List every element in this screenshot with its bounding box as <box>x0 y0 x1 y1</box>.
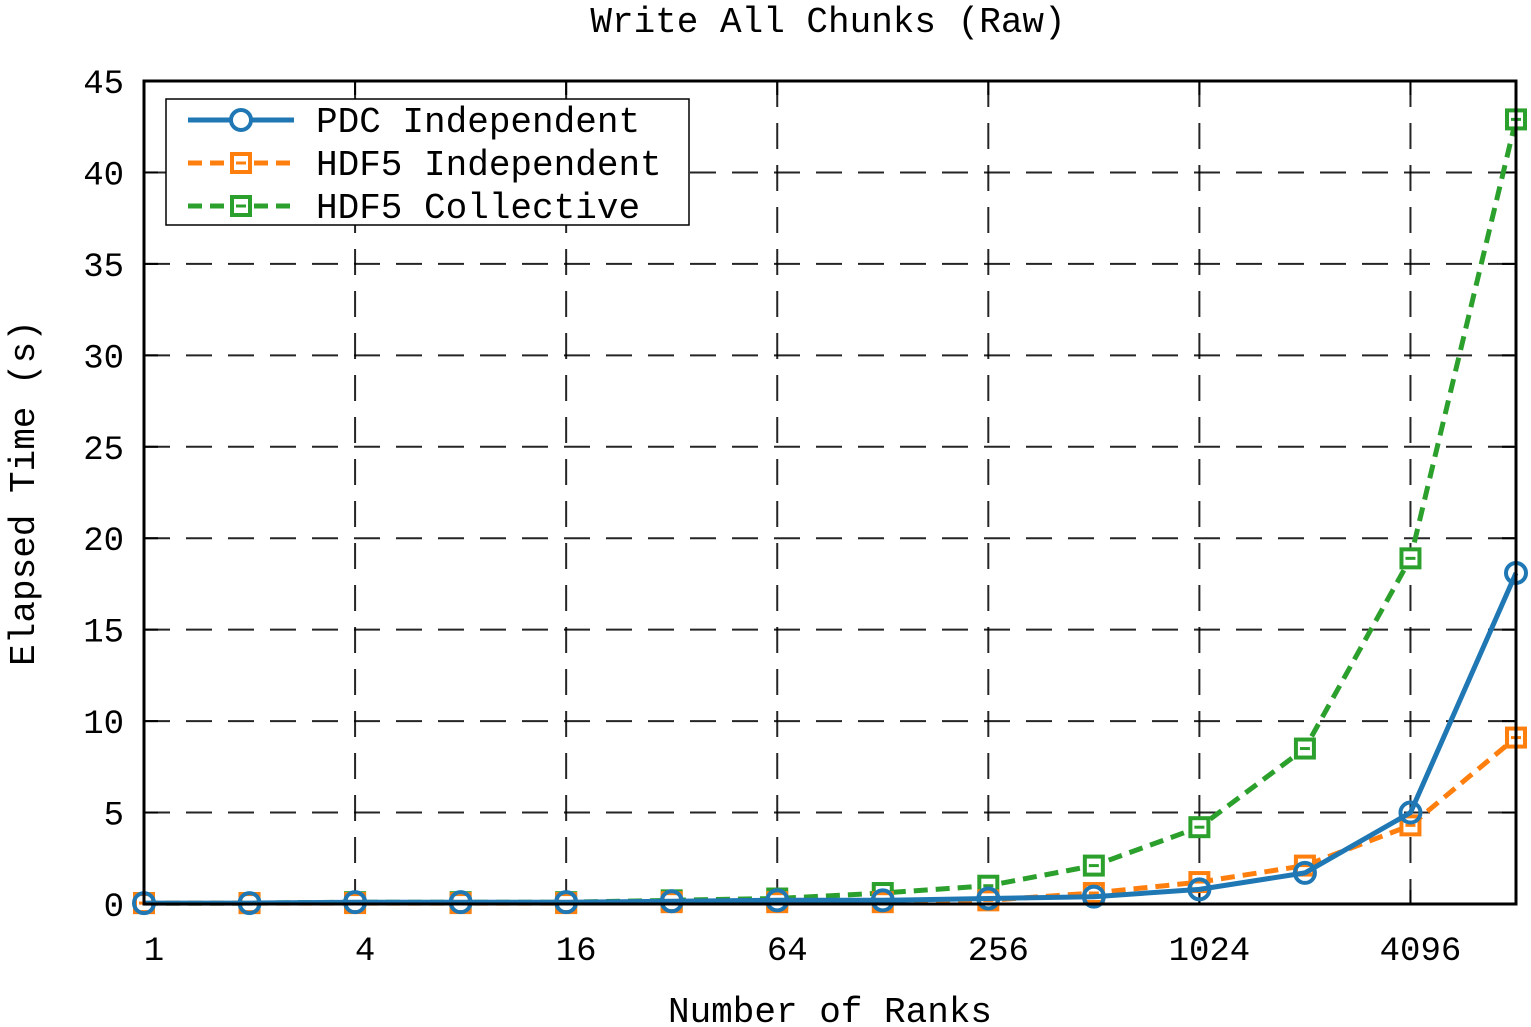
data-point <box>343 890 368 915</box>
y-tick-label: 5 <box>104 798 124 836</box>
legend-item-hdf5-collective: HDF5 Collective <box>188 188 640 229</box>
series-pdc-independent <box>132 560 1528 916</box>
data-point <box>659 889 684 914</box>
legend-marker <box>229 108 253 132</box>
data-point <box>1081 884 1106 909</box>
data-series <box>132 108 1528 916</box>
y-tick-label: 10 <box>83 706 124 744</box>
legend-label: HDF5 Independent <box>316 145 662 186</box>
series-hdf5-independent <box>133 726 1527 915</box>
y-tick-label: 25 <box>83 432 124 470</box>
data-point <box>448 890 473 915</box>
x-axis-label: Number of Ranks <box>668 992 992 1027</box>
y-tick-label: 15 <box>83 615 124 653</box>
series-line <box>144 118 1519 906</box>
legend-label: PDC Independent <box>316 102 640 143</box>
grid-lines <box>144 81 1516 904</box>
x-tick-label: 1024 <box>1169 933 1251 971</box>
data-point <box>976 886 1001 911</box>
x-tick-label: 256 <box>968 933 1029 971</box>
data-point <box>1188 816 1211 839</box>
x-tick-label: 1 <box>144 933 164 971</box>
axis-ticks: 0 5 10 15 20 25 30 35 40 45 1 4 16 64 256 1024 4096 <box>83 66 1516 971</box>
data-point <box>1082 854 1105 877</box>
y-tick-label: 0 <box>104 889 124 927</box>
y-tick-label: 20 <box>83 523 124 561</box>
data-point <box>765 888 790 913</box>
x-tick-label: 4096 <box>1380 933 1462 971</box>
plot-frame <box>142 79 1518 906</box>
legend-label: HDF5 Collective <box>316 188 640 229</box>
series-hdf5-collective <box>133 108 1527 915</box>
data-point <box>1293 737 1316 760</box>
data-point <box>1292 860 1317 885</box>
x-tick-label: 64 <box>767 933 808 971</box>
legend-item-pdc-independent: PDC Independent <box>188 102 640 143</box>
x-tick-label: 16 <box>556 933 597 971</box>
y-tick-label: 45 <box>83 66 124 104</box>
series-line <box>144 735 1518 906</box>
data-point <box>1399 547 1422 570</box>
x-tick-label: 4 <box>355 933 375 971</box>
data-point <box>870 888 895 913</box>
data-point <box>554 890 579 915</box>
y-tick-label: 35 <box>83 249 124 287</box>
chart-title: Write All Chunks (Raw) <box>590 2 1065 43</box>
data-point <box>1398 800 1423 825</box>
data-point <box>1187 877 1212 902</box>
series-line <box>144 571 1519 906</box>
y-tick-label: 40 <box>83 157 124 195</box>
y-tick-label: 30 <box>83 340 124 378</box>
y-axis-label: Elapsed Time (s) <box>4 320 45 666</box>
legend-item-hdf5-independent: HDF5 Independent <box>188 145 662 186</box>
